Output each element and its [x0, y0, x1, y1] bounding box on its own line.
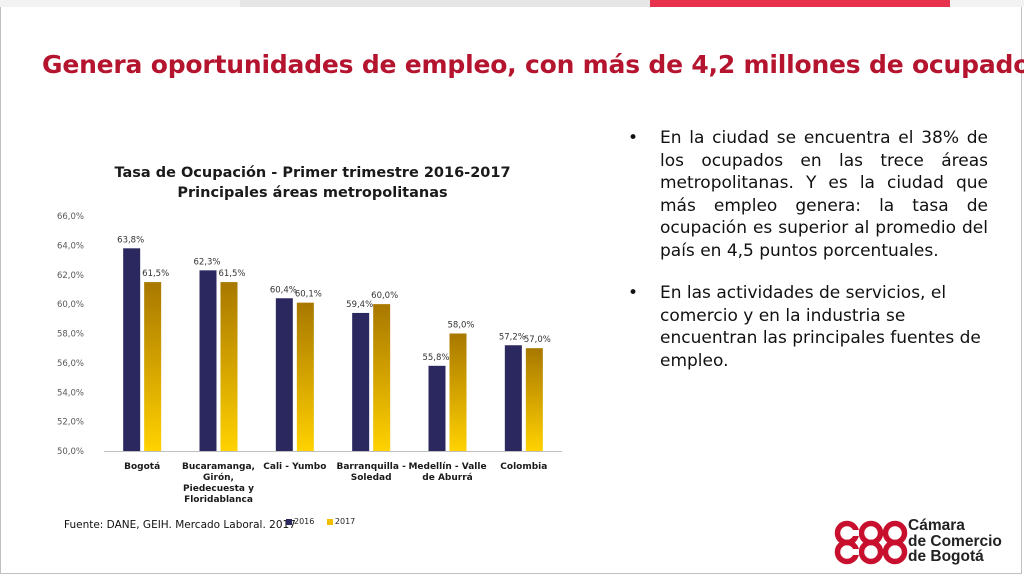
data-label-2017-1: 61,5%	[218, 269, 245, 279]
x-category-label: Girón,	[203, 472, 234, 483]
bar-2016-0	[123, 248, 141, 451]
x-category-label: Piedecuesta y	[183, 484, 254, 494]
legend-swatch-2016	[286, 518, 292, 525]
slide-title: Genera oportunidades de empleo, con más …	[42, 50, 1024, 79]
y-tick-label: 64,0%	[57, 241, 84, 251]
chart-legend: 2016 2017	[286, 517, 365, 526]
x-category-label: Colombia	[500, 462, 547, 472]
bullet-text: En la ciudad se encuentra el 38% de los …	[660, 128, 988, 261]
legend-item-2017: 2017	[326, 517, 356, 526]
bar-2017-4	[449, 333, 467, 451]
data-label-2017-5: 57,0%	[524, 335, 551, 345]
bullet-item: • En las actividades de servicios, el co…	[626, 282, 988, 372]
x-category-label: Floridablanca	[184, 495, 253, 505]
data-label-2017-4: 58,0%	[447, 321, 474, 331]
data-label-2017-3: 60,0%	[371, 291, 398, 301]
bullet-text: En las actividades de servicios, el come…	[660, 283, 981, 371]
y-tick-label: 56,0%	[57, 359, 84, 369]
x-category-label: de Aburrá	[422, 473, 472, 483]
y-tick-label: 58,0%	[57, 330, 84, 340]
logo-line-3: de Bogotá	[908, 548, 984, 565]
strip-segment	[240, 0, 650, 7]
bar-2016-5	[504, 345, 522, 451]
logo-line-1: Cámara	[908, 517, 965, 534]
y-tick-label: 62,0%	[57, 271, 84, 281]
logo-text: Cámara de Comercio de Bogotá	[908, 518, 1002, 565]
strip-segment	[950, 0, 1024, 7]
bullet-dot: •	[628, 128, 639, 148]
y-tick-label: 60,0%	[57, 300, 84, 310]
data-label-2016-4: 55,8%	[422, 353, 449, 363]
data-label-2017-0: 61,5%	[142, 269, 169, 279]
bar-2017-1	[220, 282, 238, 451]
legend-item-2016: 2016	[286, 517, 314, 526]
bar-2017-3	[373, 304, 391, 451]
x-category-label: Bucaramanga,	[182, 462, 255, 472]
x-category-label: Bogotá	[124, 462, 160, 472]
legend-label-2017: 2017	[334, 517, 356, 526]
logo-line-2: de Comercio	[908, 532, 1002, 550]
bar-2017-2	[296, 302, 314, 451]
bullet-item: • En la ciudad se encuentra el 38% de lo…	[626, 127, 988, 262]
data-label-2017-2: 60,1%	[295, 290, 322, 300]
x-category-label: Cali - Yumbo	[263, 462, 326, 472]
data-label-2016-2: 60,4%	[270, 285, 297, 295]
data-label-2016-0: 63,8%	[117, 235, 144, 245]
bar-2017-5	[525, 348, 543, 451]
y-tick-label: 50,0%	[57, 447, 84, 457]
legend-swatch-2017	[326, 518, 333, 525]
bullet-dot: •	[628, 283, 639, 303]
data-label-2016-1: 62,3%	[193, 257, 220, 267]
chart-title-line-2: Principales áreas metropolitanas	[177, 185, 448, 201]
x-category-label: Barranquilla -	[336, 462, 406, 472]
chart-title-line-1: Tasa de Ocupación - Primer trimestre 201…	[114, 165, 511, 181]
x-category-label: Soledad	[351, 473, 392, 483]
x-category-label: Medellín - Valle	[408, 462, 486, 472]
bar-2016-3	[352, 312, 370, 451]
y-tick-label: 54,0%	[57, 388, 84, 398]
top-color-strip	[0, 0, 1024, 7]
chart-title: Tasa de Ocupación - Primer trimestre 201…	[100, 163, 525, 203]
strip-segment	[650, 0, 950, 7]
source-note: Fuente: DANE, GEIH. Mercado Laboral. 201…	[64, 519, 296, 531]
bullet-list: • En la ciudad se encuentra el 38% de lo…	[626, 127, 988, 372]
ccb-logo-icon	[834, 520, 908, 565]
bar-2016-2	[275, 298, 293, 451]
y-tick-label: 52,0%	[57, 418, 84, 428]
bar-2016-4	[428, 365, 446, 451]
bar-2016-1	[199, 270, 217, 451]
data-label-2016-5: 57,2%	[499, 332, 526, 342]
legend-label-2016: 2016	[294, 517, 315, 526]
strip-segment	[0, 0, 240, 7]
bar-2017-0	[144, 282, 162, 451]
data-label-2016-3: 59,4%	[346, 300, 373, 310]
y-tick-label: 66,0%	[57, 212, 84, 222]
